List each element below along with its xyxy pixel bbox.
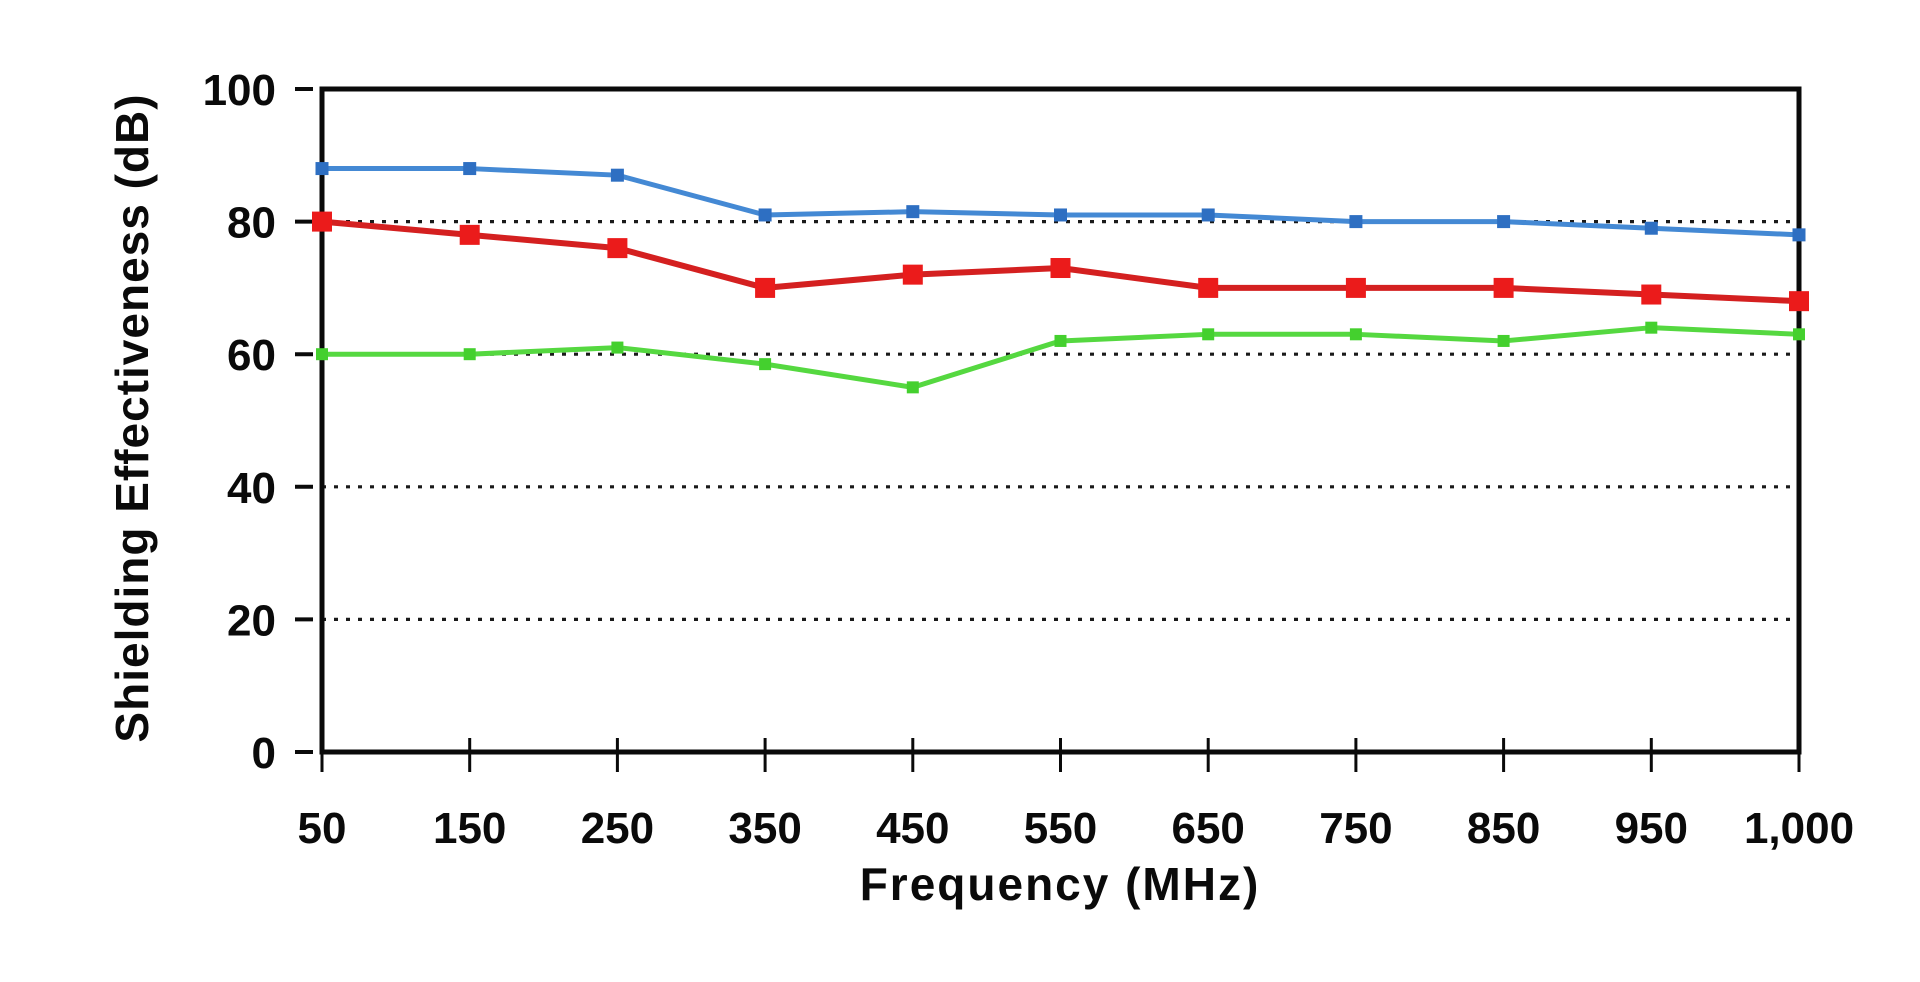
series-red-marker-50: [312, 211, 332, 232]
series-green-marker-950: [1645, 321, 1658, 334]
series-blue-marker-450: [906, 205, 920, 219]
series-blue-marker-50: [315, 162, 329, 176]
series-blue-marker-150: [463, 162, 477, 176]
x-tick-label-450: 450: [876, 804, 949, 853]
x-tick-label-950: 950: [1615, 804, 1688, 853]
y-axis-title: Shielding Effectiveness (dB): [106, 93, 158, 743]
series-blue-marker-1,000: [1792, 228, 1806, 242]
series-red-marker-550: [1050, 258, 1071, 279]
series-blue-marker-950: [1644, 221, 1658, 235]
x-axis-title: Frequency (MHz): [859, 858, 1261, 910]
y-tick-label-20: 20: [227, 596, 276, 645]
x-tick-label-850: 850: [1467, 804, 1540, 853]
x-tick-label-350: 350: [728, 804, 801, 853]
series-red-marker-1,000: [1789, 291, 1809, 312]
x-tick-label-650: 650: [1171, 804, 1244, 853]
y-tick-label-80: 80: [227, 199, 276, 248]
series-red-marker-150: [459, 224, 480, 245]
y-tick-label-60: 60: [227, 331, 276, 380]
y-tick-label-0: 0: [252, 729, 276, 778]
series-red-marker-950: [1641, 284, 1662, 305]
series-green-marker-50: [316, 348, 328, 361]
series-blue-marker-850: [1497, 215, 1511, 229]
plot-border: [319, 86, 1802, 755]
x-tick-label-550: 550: [1024, 804, 1097, 853]
series-red-marker-750: [1345, 277, 1366, 298]
series-red-marker-350: [755, 277, 776, 298]
series-green-marker-450: [906, 381, 919, 394]
series-blue-marker-550: [1054, 208, 1067, 222]
series-green-marker-550: [1054, 334, 1067, 347]
series-green-marker-750: [1349, 328, 1362, 341]
series-green-marker-1,000: [1793, 328, 1805, 341]
y-tick-label-40: 40: [227, 464, 276, 513]
x-tick-label-150: 150: [433, 804, 506, 853]
series-blue-line: [319, 166, 1802, 238]
series-blue-marker-650: [1201, 208, 1215, 222]
series-green-marker-150: [463, 348, 476, 361]
series-blue-marker-750: [1349, 215, 1363, 229]
series-red-marker-250: [607, 238, 628, 259]
series-red-marker-450: [902, 264, 923, 285]
series-red-marker-650: [1198, 277, 1219, 298]
series-green-marker-250: [611, 341, 624, 354]
series-red-marker-850: [1493, 277, 1514, 298]
x-tick-label-750: 750: [1319, 804, 1392, 853]
series-blue-marker-350: [758, 208, 772, 222]
series-green-marker-650: [1202, 328, 1215, 341]
x-tick-label-250: 250: [581, 804, 654, 853]
y-tick-label-100: 100: [203, 66, 276, 115]
x-tick-label-1,000: 1,000: [1744, 804, 1854, 853]
series-green-marker-350: [759, 358, 772, 371]
series-blue-marker-250: [610, 168, 624, 182]
series-green-marker-850: [1497, 334, 1510, 347]
x-tick-label-50: 50: [298, 804, 347, 853]
